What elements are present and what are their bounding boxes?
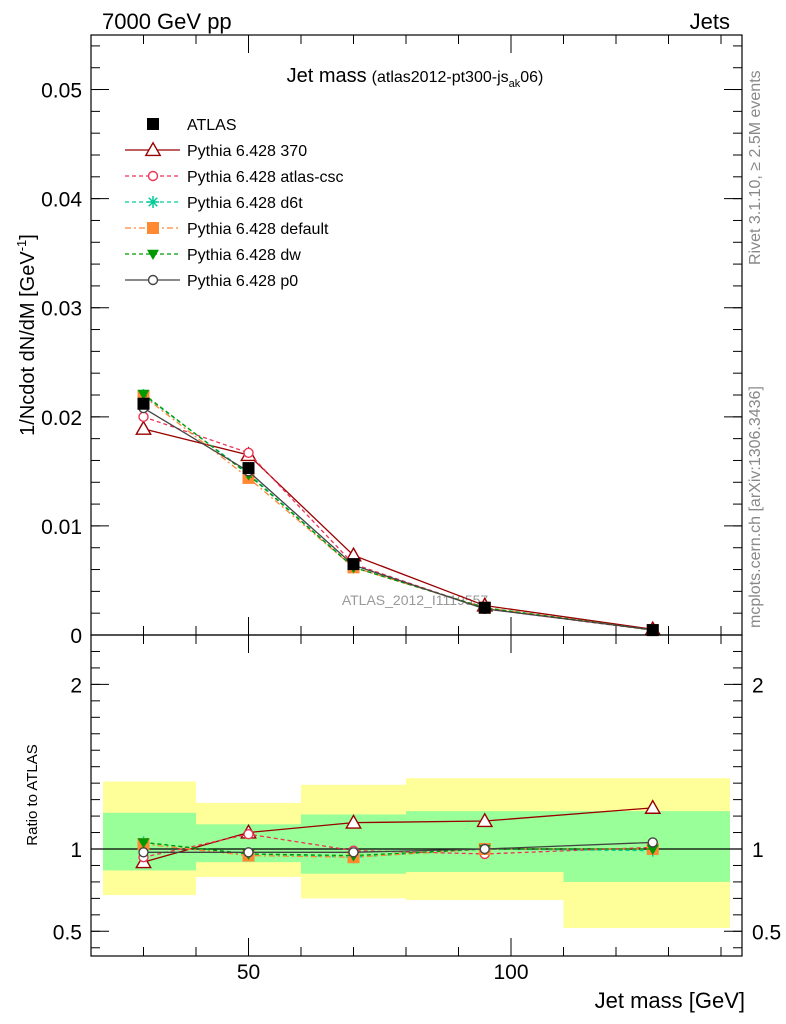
legend: ATLAS Pythia 6.428 370 Pythia 6.428 atlas-…: [125, 117, 344, 290]
ratio-tick-label-right: 0.5: [752, 921, 781, 944]
y-tick-label: 0: [70, 625, 82, 648]
ratio-point-370: [476, 812, 494, 828]
point-dw: [137, 389, 150, 400]
main-axis-ticks: 0 0.01 0.02 0.03 0.04 0.05: [41, 35, 742, 648]
ratio-point-p0: [647, 837, 658, 848]
point-atlas: [242, 462, 255, 475]
ratio-series-group: [135, 799, 662, 869]
ratio-panel: 0.5 0.5 1 1 2 2 50 100 Ratio to ATLAS: [24, 634, 781, 984]
legend-marker-p0: [147, 274, 159, 286]
legend-marker-dw: [147, 249, 159, 260]
x-tick-label: 50: [237, 961, 260, 984]
point-atlas: [646, 624, 659, 637]
legend-label-atlas: ATLAS: [187, 117, 237, 134]
ratio-tick-label: 2: [70, 674, 82, 697]
legend-label-atlas-csc: Pythia 6.428 atlas-csc: [187, 169, 344, 186]
ratio-frame: [90, 634, 743, 957]
main-panel: 0 0.01 0.02 0.03 0.04 0.05 ATLAS_2012_I111955…: [14, 34, 743, 648]
ratio-y-label: Ratio to ATLAS: [24, 744, 41, 845]
ratio-point-dw: [646, 844, 659, 855]
mcplots-label: mcplots.cern.ch [arXiv:1306.3436]: [747, 386, 764, 628]
ratio-point-370: [644, 799, 662, 814]
ratio-point-dw: [137, 838, 150, 849]
legend-label-p0: Pythia 6.428 p0: [187, 273, 298, 290]
y-tick-label: 0.04: [41, 189, 82, 212]
ratio-tick-label-right: 2: [752, 674, 764, 697]
ratio-point-p0: [348, 847, 359, 858]
x-tick-label: 100: [493, 961, 528, 984]
legend-marker-default: [147, 222, 159, 234]
ratio-tick-label-right: 1: [752, 839, 764, 862]
ratio-point-p0: [479, 843, 490, 855]
header-left: 7000 GeV pp: [102, 9, 232, 34]
series-line-atlas-csc: [143, 416, 653, 631]
y-tick-label: 0.03: [41, 298, 82, 321]
point-atlas: [347, 558, 360, 571]
legend-marker-370: [144, 141, 162, 157]
watermark: ATLAS_2012_I1119557: [342, 592, 489, 608]
legend-label-370: Pythia 6.428 370: [187, 143, 307, 160]
ratio-point-p0: [243, 847, 254, 858]
y-tick-label: 0.02: [41, 407, 82, 430]
legend-label-default: Pythia 6.428 default: [187, 221, 329, 238]
ratio-tick-label: 0.5: [53, 921, 82, 944]
ratio-point-atlas-csc: [243, 828, 254, 840]
legend-marker-atlas-csc: [147, 170, 159, 182]
legend-label-dw: Pythia 6.428 dw: [187, 247, 301, 264]
x-axis-label: Jet mass [GeV]: [595, 988, 745, 1013]
point-atlas: [137, 397, 150, 410]
ratio-bands: [91, 778, 742, 929]
point-atlas: [478, 601, 491, 614]
point-370: [135, 420, 152, 435]
y-axis-label: 1/Ncdot dN/dM [GeV-1]: [14, 234, 39, 436]
y-tick-label: 0.05: [41, 80, 82, 103]
point-atlas-csc: [243, 447, 254, 459]
rivet-label: Rivet 3.1.10, ≥ 2.5M events: [747, 70, 764, 265]
point-atlas-csc: [138, 411, 149, 423]
ratio-point-p0: [138, 847, 149, 858]
ratio-point-370: [345, 814, 362, 829]
main-series-group: [135, 389, 662, 637]
ratio-tick-label: 1: [70, 839, 82, 862]
header-right: Jets: [690, 9, 730, 34]
legend-label-d6t: Pythia 6.428 d6t: [187, 195, 303, 212]
y-tick-label: 0.01: [41, 516, 82, 539]
legend-marker-atlas: [147, 118, 159, 130]
chart-title: Jet mass (atlas2012-pt300-jsak06): [287, 65, 544, 90]
legend-marker-d6t: [147, 196, 159, 208]
